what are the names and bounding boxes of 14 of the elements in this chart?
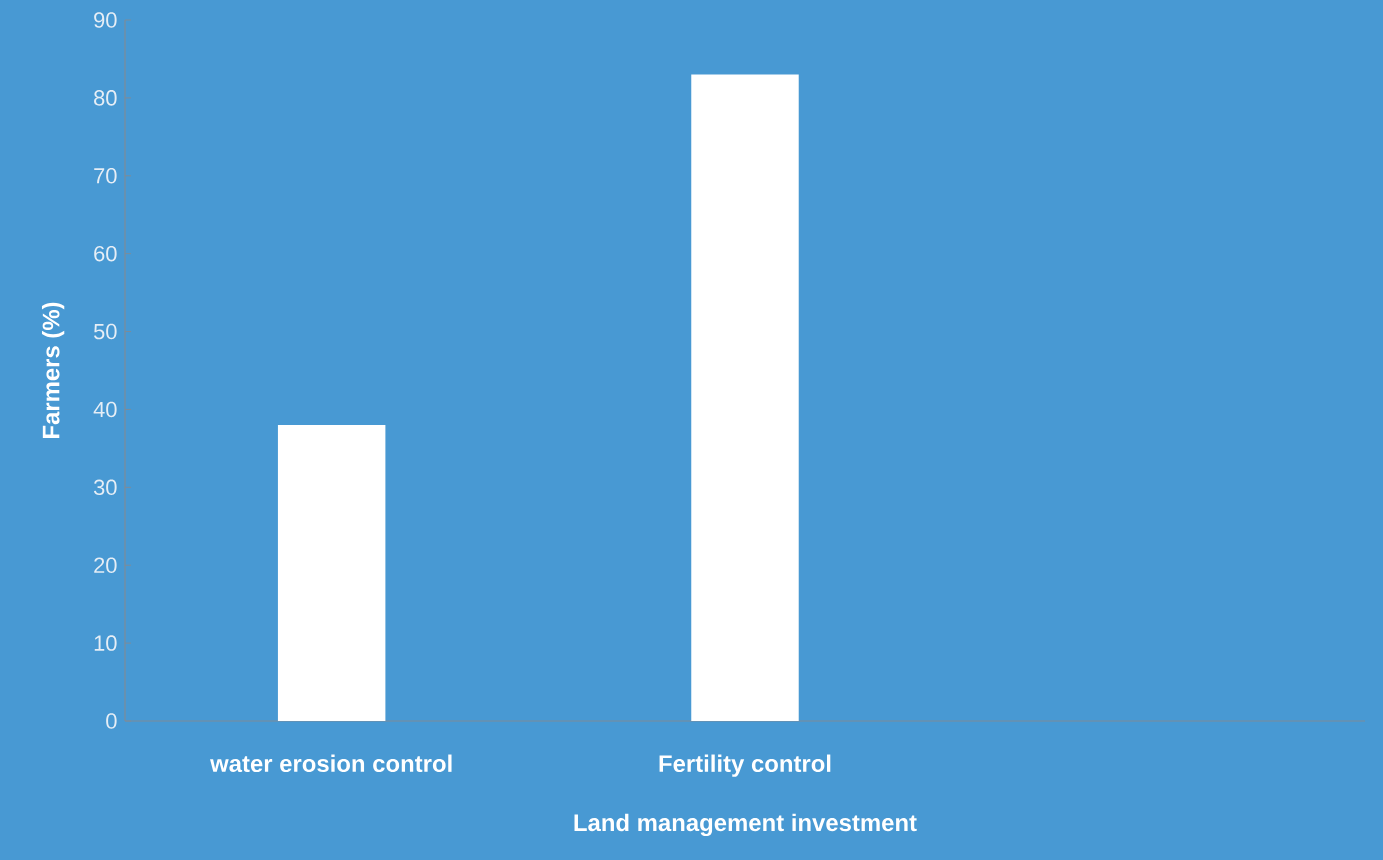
- y-tick-label: 0: [106, 713, 117, 729]
- x-axis-title: Land management investment: [574, 813, 917, 837]
- y-tick-label: 80: [94, 90, 117, 106]
- y-tick-label: 70: [94, 168, 117, 184]
- y-tick-label: 20: [94, 557, 117, 573]
- y-tick-label: 40: [93, 401, 117, 418]
- x-tick-label: Fertility control: [659, 754, 831, 777]
- x-tick-label: water erosion control: [210, 754, 452, 773]
- y-tick-label: 30: [93, 479, 117, 496]
- y-axis-title: Farmers (%): [41, 302, 65, 439]
- y-tick-label: 50: [93, 323, 117, 340]
- y-tick-label: 90: [94, 12, 117, 28]
- y-tick-label: 60: [94, 245, 117, 262]
- y-tick-label: 10: [94, 635, 117, 651]
